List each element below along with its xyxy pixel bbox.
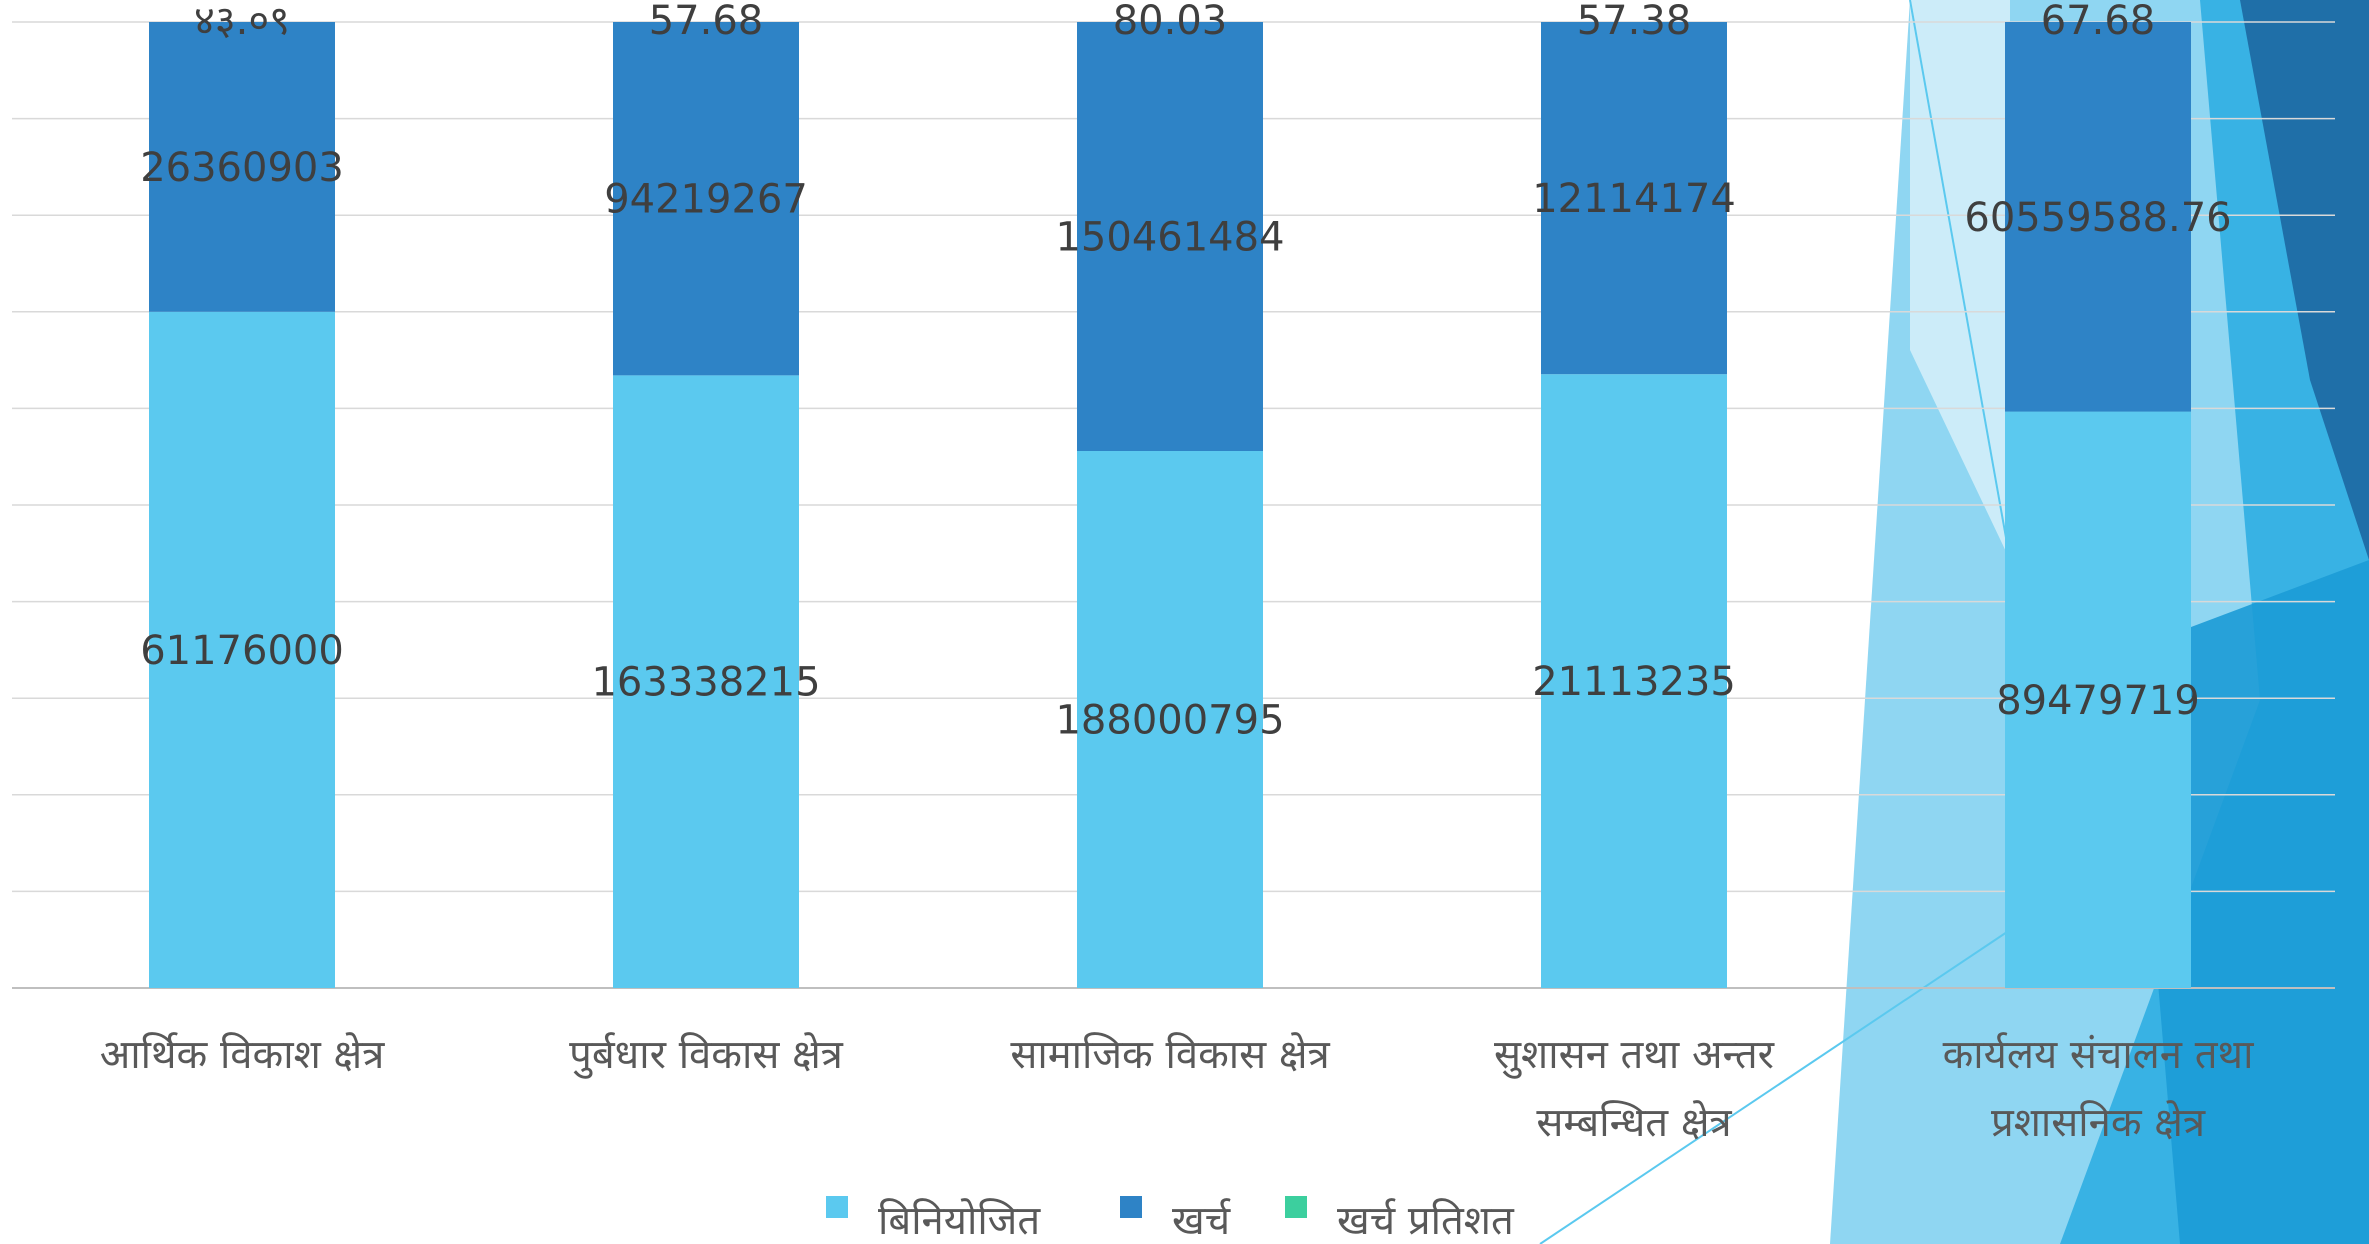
bar-segment-expense <box>1077 22 1263 452</box>
legend-label: खर्च <box>1172 1198 1231 1244</box>
category-label: पुर्बधार विकास क्षेत्र <box>569 1032 844 1079</box>
bar-segment-allocated <box>1541 374 1727 988</box>
data-label: 61176000 <box>140 628 344 674</box>
bar-segment-expense <box>2005 22 2191 412</box>
theme-line-1 <box>1909 0 2011 561</box>
category-label: सामाजिक विकास क्षेत्र <box>1010 1032 1330 1078</box>
bar-segment-allocated <box>1077 451 1263 988</box>
data-label: 21113235 <box>1532 659 1736 705</box>
legend-swatch <box>1285 1196 1307 1218</box>
category-label: प्रशासनिक क्षेत्र <box>1991 1100 2206 1146</box>
data-labels: 61176000 26360903 ४३.०९ 163338215 94219267 57… <box>140 0 2231 744</box>
data-label: 12114174 <box>1532 176 1736 222</box>
data-label-percent: ४३.०९ <box>194 0 290 44</box>
legend: बिनियोजित खर्च खर्च प्रतिशत <box>826 1196 1515 1244</box>
data-label: 60559588.76 <box>1964 195 2231 241</box>
theme-line-2 <box>1539 929 2011 1244</box>
data-label: 26360903 <box>140 145 344 191</box>
category-label: कार्यलय संचालन तथा <box>1943 1032 2255 1078</box>
legend-swatch <box>826 1196 848 1218</box>
bar-segment-expense <box>149 22 335 312</box>
data-label-percent: 57.68 <box>649 0 764 44</box>
bar-segment-expense <box>613 22 799 376</box>
legend-label: खर्च प्रतिशत <box>1337 1198 1515 1244</box>
bar-segment-allocated <box>613 375 799 988</box>
theme-facet-dark <box>2240 0 2369 560</box>
data-label-percent: 80.03 <box>1113 0 1228 44</box>
legend-swatch <box>1120 1196 1142 1218</box>
category-label: सुशासन तथा अन्तर <box>1494 1032 1775 1079</box>
data-label: 89479719 <box>1996 678 2200 724</box>
data-label: 94219267 <box>604 177 808 223</box>
data-label: 188000795 <box>1055 698 1284 744</box>
data-label-percent: 67.68 <box>2041 0 2156 44</box>
category-label: सम्बन्धित क्षेत्र <box>1536 1100 1732 1146</box>
category-label: आर्थिक विकाश क्षेत्र <box>100 1032 386 1078</box>
legend-label: बिनियोजित <box>878 1198 1041 1244</box>
data-label: 150461484 <box>1055 215 1284 261</box>
data-label-percent: 57.38 <box>1577 0 1692 44</box>
category-labels: आर्थिक विकाश क्षेत्र पुर्बधार विकास क्षेत… <box>100 1032 2254 1146</box>
bars <box>149 22 2191 989</box>
bar-segment-allocated <box>2005 411 2191 989</box>
bar-segment-expense <box>1541 22 1727 375</box>
bar-segment-allocated <box>149 311 335 988</box>
data-label: 163338215 <box>591 660 820 706</box>
